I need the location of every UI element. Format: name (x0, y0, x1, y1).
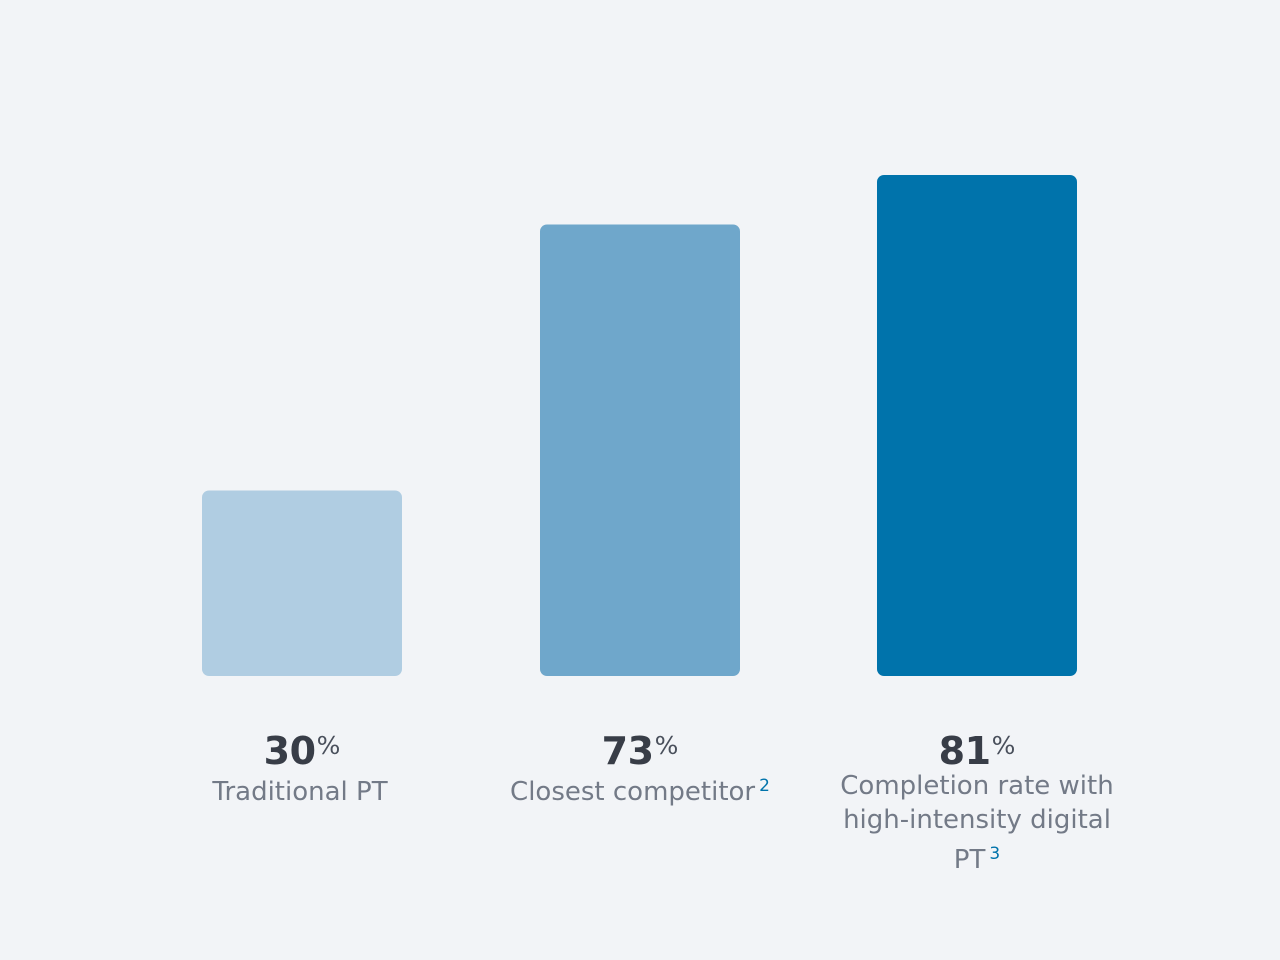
bar-label-traditional-pt: 30% Traditional PT (142, 724, 462, 809)
bar-label-digital-pt: 81% Completion rate with high-intensity … (817, 724, 1137, 877)
category-text: Traditional PT (212, 777, 388, 807)
value-number: 81 (938, 729, 991, 773)
category-label: Closest competitor 2 (480, 769, 800, 809)
value-unit: % (316, 731, 341, 760)
footnote-marker: 3 (989, 844, 1001, 864)
footnote-marker: 2 (759, 776, 770, 796)
bar-closest-competitor (540, 224, 740, 676)
category-label: Traditional PT (142, 769, 462, 809)
value-number: 30 (263, 729, 316, 773)
value-label: 73% (480, 724, 800, 773)
category-text: Closest competitor (510, 777, 756, 807)
value-label: 81% (817, 724, 1137, 773)
category-text: Completion rate with high-intensity digi… (840, 771, 1114, 875)
value-number: 73 (601, 729, 654, 773)
bar-traditional-pt (202, 490, 402, 676)
value-label: 30% (142, 724, 462, 773)
bar-digital-pt (877, 175, 1077, 676)
value-unit: % (991, 731, 1016, 760)
value-unit: % (654, 731, 679, 760)
category-label: Completion rate with high-intensity digi… (817, 769, 1137, 877)
bar-label-closest-competitor: 73% Closest competitor 2 (480, 724, 800, 809)
